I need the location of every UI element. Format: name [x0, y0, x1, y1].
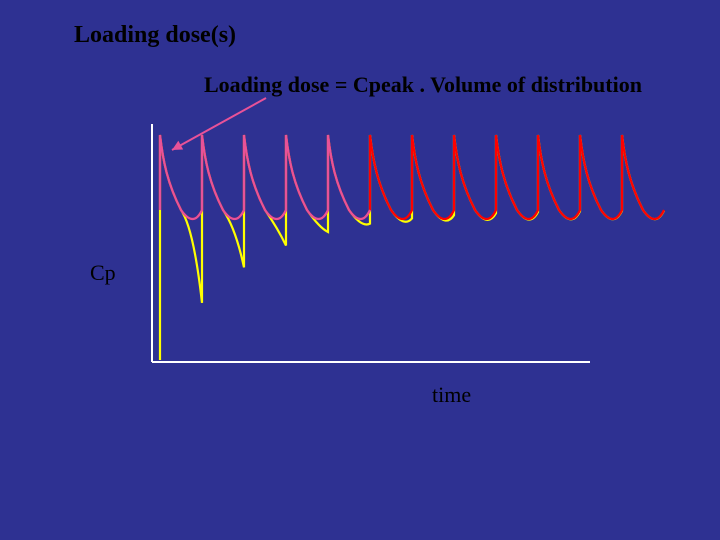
equation-text: Loading dose = Cpeak . Volume of distrib…	[204, 72, 642, 98]
loading-curve-0	[160, 135, 664, 219]
x-axis-label: time	[432, 382, 471, 408]
y-axis-label: Cp	[90, 260, 116, 286]
slide-canvas: Loading dose(s) Loading dose = Cpeak . V…	[0, 0, 720, 540]
slide-title: Loading dose(s)	[74, 22, 236, 49]
loading-curve-1	[160, 135, 370, 219]
pointer-arrow-line	[172, 98, 266, 150]
